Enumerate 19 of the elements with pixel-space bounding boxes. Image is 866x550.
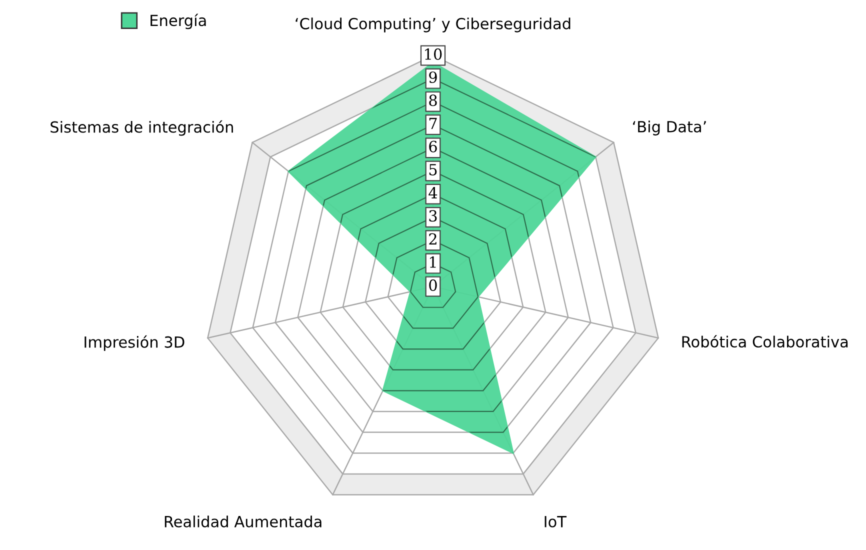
y-tick-label: 7	[429, 118, 437, 130]
y-tick-label: 2	[429, 233, 436, 245]
spoke-label: ‘Cloud Computing’ y Ciberseguridad	[296, 18, 570, 32]
y-tick-label: 10	[425, 48, 442, 60]
spoke-label: Robótica Colaborativa	[682, 335, 848, 348]
y-tick-label: 6	[429, 140, 437, 152]
spoke-label: IoT	[544, 516, 567, 528]
spoke-label: Impresión 3D	[84, 335, 184, 351]
y-tick-label: 5	[429, 164, 437, 176]
y-tick-label: 8	[429, 94, 437, 106]
spoke-label: ‘Big Data’	[633, 120, 706, 136]
y-tick-label: 1	[430, 256, 436, 268]
y-tick-label: 0	[429, 279, 437, 291]
spoke-label: Realidad Aumentada	[164, 516, 322, 528]
y-tick-label: 3	[429, 210, 437, 222]
y-tick-label: 9	[429, 71, 437, 84]
spoke-label: Sistemas de integración	[50, 120, 233, 136]
legend-label: Energía	[150, 14, 206, 30]
y-tick-label: 4	[428, 186, 438, 198]
